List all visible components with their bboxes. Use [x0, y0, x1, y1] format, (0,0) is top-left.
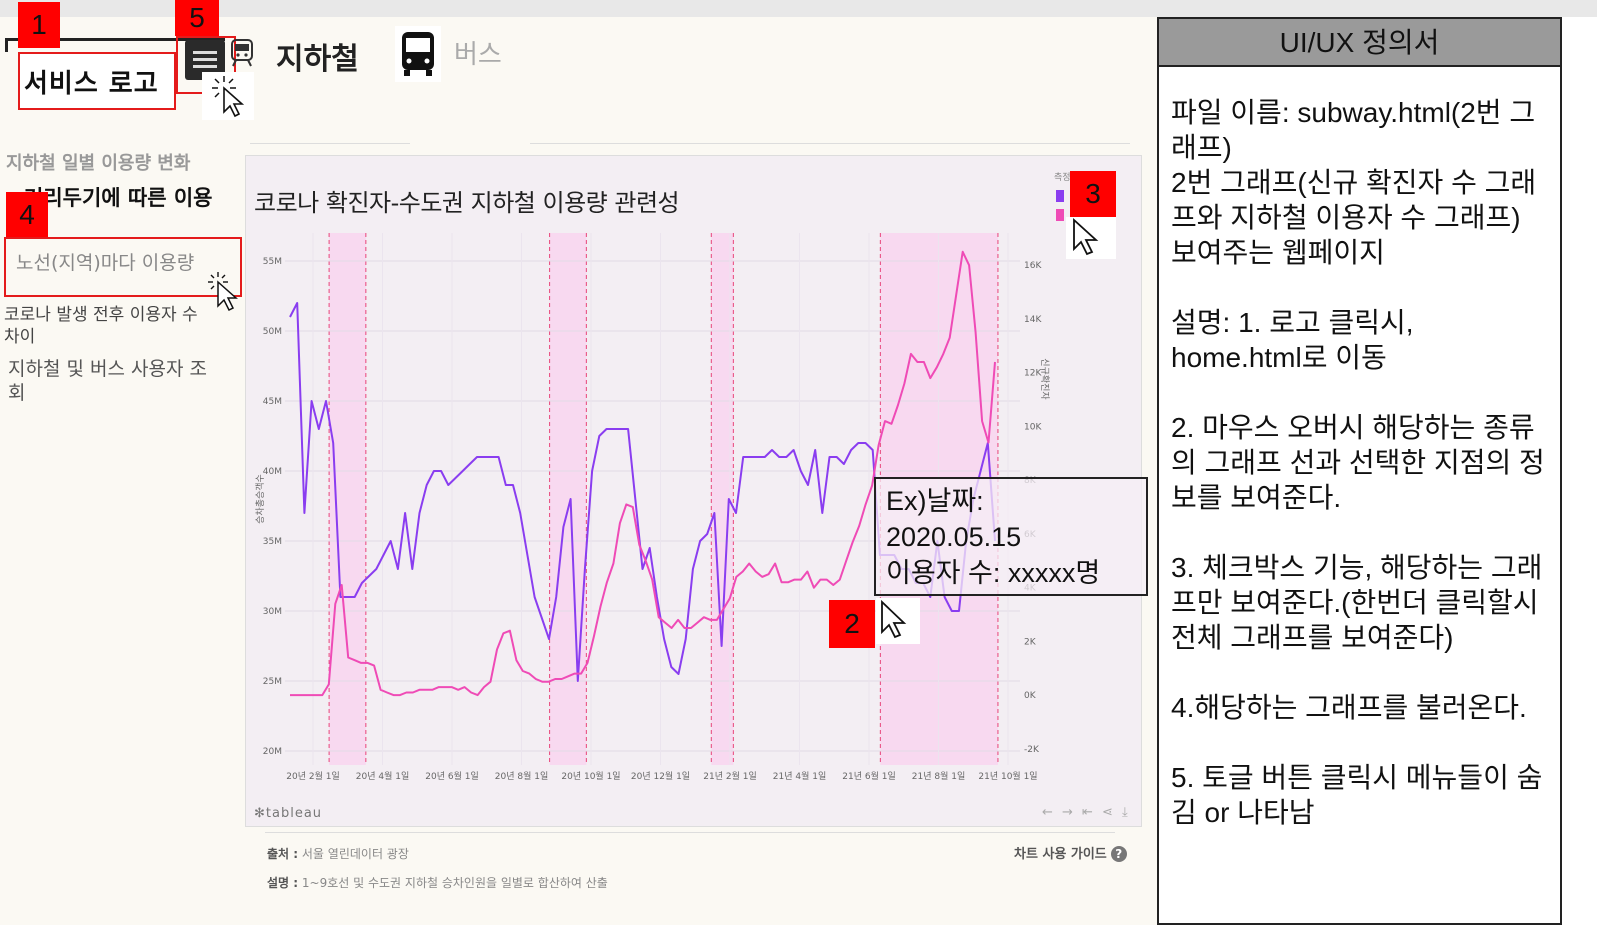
x-tick-label: 20년 6월 1일 [425, 770, 478, 782]
y2-tick-label: 2K [1024, 637, 1037, 647]
spec-desc-4: 4.해당하는 그래프를 불러온다. [1171, 692, 1527, 723]
help-icon: ? [1110, 846, 1127, 862]
route-highlight-box [4, 237, 242, 297]
logo-underline [5, 38, 225, 41]
click-cursor-icon [202, 72, 254, 120]
x-tick-label: 20년 2월 1일 [286, 770, 339, 782]
y2-tick-label: 16K [1024, 261, 1042, 271]
legend-title: 측정 [1054, 173, 1071, 183]
chart-guide-link[interactable]: 차트 사용 가이드? [1014, 843, 1127, 862]
source-line: 출처 : 서울 열린데이터 광장 [267, 847, 409, 861]
chart-title: 코로나 확진자-수도권 지하철 이용량 관련성 [254, 189, 680, 217]
y-tick-label: 55M [263, 257, 282, 267]
x-tick-label: 20년 12월 1일 [631, 770, 690, 782]
tab-subway[interactable]: 지하철 [276, 42, 359, 77]
marker-3: 3 [1070, 171, 1116, 217]
y-tick-label: 35M [263, 537, 282, 547]
y2-tick-label: 10K [1024, 422, 1042, 432]
sidebar-item-before-after[interactable]: 코로나 발생 전후 이용자 수 차이 [4, 305, 198, 347]
undo-icon[interactable]: ← [1042, 805, 1053, 820]
window-top-strip [0, 0, 1597, 17]
revert-icon[interactable]: ⇤ [1082, 805, 1093, 820]
subway-icon [230, 38, 254, 68]
x-tick-label: 20년 8월 1일 [495, 770, 548, 782]
y-tick-label: 45M [263, 397, 282, 407]
logo-corner-mark [5, 38, 8, 52]
spec-desc-1: 설명: 1. 로고 클릭시, home.html로 이동 [1171, 307, 1414, 373]
spec-title: UI/UX 정의서 [1159, 19, 1560, 67]
share-icon[interactable]: ⋖ [1102, 805, 1113, 820]
chart-tooltip: Ex)날짜: 2020.05.15 이용자 수: xxxxx명 [874, 477, 1148, 596]
y-tick-label: 50M [263, 327, 282, 337]
marker-2: 2 [829, 600, 875, 648]
header-divider-2 [530, 143, 1130, 144]
spec-file: 파일 이름: subway.html(2번 그래프) [1171, 97, 1536, 163]
tooltip-user-count: 이용자 수: xxxxx명 [886, 558, 1101, 588]
source-divider [265, 832, 1115, 833]
legend-checkbox-covid[interactable] [1056, 209, 1064, 221]
description-line: 설명 : 1~9호선 및 수도권 지하철 승차인원을 일별로 합산하여 산출 [267, 876, 608, 890]
x-tick-label: 21년 10월 1일 [978, 770, 1037, 782]
x-tick-label: 21년 4월 1일 [773, 770, 826, 782]
x-tick-label: 20년 10월 1일 [561, 770, 620, 782]
pointer-cursor-icon [876, 598, 920, 644]
sidebar-item-distancing[interactable]: 거리두기에 따른 이용량 [24, 186, 213, 234]
tab-bus[interactable]: 버스 [454, 40, 502, 70]
marker-1: 1 [18, 2, 60, 48]
click-cursor-icon [204, 270, 244, 316]
y-axis-title: 승차총승객수 [254, 474, 266, 524]
spec-panel: UI/UX 정의서 파일 이름: subway.html(2번 그래프) 2번 … [1157, 17, 1562, 925]
x-tick-label: 21년 6월 1일 [842, 770, 895, 782]
marker-4: 4 [6, 192, 48, 238]
sidebar-item-daily[interactable]: 지하철 일별 이용량 변화 [6, 153, 191, 174]
y-tick-label: 30M [263, 607, 282, 617]
download-icon[interactable]: ⤓ [1122, 805, 1128, 820]
y-tick-label: 40M [263, 467, 282, 477]
marker-5: 5 [175, 0, 219, 36]
y2-tick-label: 14K [1024, 315, 1042, 325]
series-line-1 [290, 250, 996, 697]
highlight-band-1 [549, 233, 587, 765]
highlight-band-2 [711, 233, 734, 765]
y2-tick-label: -2K [1024, 745, 1040, 755]
x-tick-label: 21년 8월 1일 [912, 770, 965, 782]
sidebar-item-lookup[interactable]: 지하철 및 버스 사용자 조회 [8, 358, 207, 404]
y-tick-label: 25M [263, 677, 282, 687]
spec-desc-5: 5. 토글 버튼 클릭시 메뉴들이 숨김 or 나타남 [1171, 762, 1543, 828]
tooltip-date-label: Ex)날짜: [886, 486, 984, 516]
tableau-brand: ✻tableau [254, 806, 323, 821]
y2-tick-label: 0K [1024, 691, 1037, 701]
tooltip-date-value: 2020.05.15 [886, 522, 1022, 552]
y2-axis-title: 신규확진자 [1039, 358, 1051, 400]
x-tick-label: 20년 4월 1일 [356, 770, 409, 782]
bus-icon[interactable] [395, 26, 441, 82]
spec-desc-2: 2. 마우스 오버시 해당하는 종류의 그래프 선과 선택한 지점의 정보를 보… [1171, 412, 1545, 513]
legend-checkbox-subway[interactable] [1056, 190, 1064, 202]
y2-tick-label: 12K [1024, 369, 1042, 379]
pointer-cursor-icon [1066, 217, 1116, 259]
x-tick-label: 21년 2월 1일 [703, 770, 756, 782]
highlight-band-0 [329, 233, 366, 765]
spec-file-desc: 2번 그래프(신규 확진자 수 그래프와 지하철 이용자 수 그래프) 보여주는… [1171, 167, 1537, 268]
y-tick-label: 20M [263, 747, 282, 757]
sidebar-item-route[interactable]: 노선(지역)마다 이용량 [16, 252, 195, 274]
logo-highlight-box [18, 52, 176, 110]
redo-icon[interactable]: → [1062, 805, 1073, 820]
service-logo[interactable]: 서비스 로고 [24, 69, 159, 99]
spec-desc-3: 3. 체크박스 기능, 해당하는 그래프만 보여준다.(한번더 클릭할시 전체 … [1171, 552, 1543, 653]
header-divider-1 [250, 143, 410, 144]
